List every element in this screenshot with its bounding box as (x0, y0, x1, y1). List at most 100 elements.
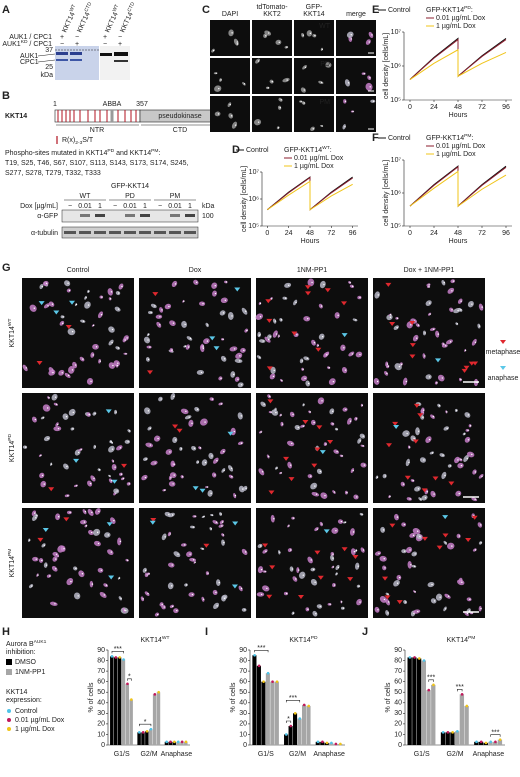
x-tick-label: 48 (454, 104, 462, 111)
cells (140, 511, 248, 617)
nucleus (246, 329, 248, 332)
chart-title: GFP-KKT14PM: (426, 133, 473, 142)
nucleus (194, 515, 196, 518)
nucleus (161, 603, 163, 606)
nucleus (418, 430, 420, 432)
bar (137, 732, 141, 745)
cell (233, 492, 237, 499)
nucleus (363, 72, 365, 75)
nucleus (458, 535, 461, 537)
cell (159, 307, 164, 313)
nucleus (356, 496, 358, 498)
cells (256, 512, 365, 617)
micrograph (252, 58, 292, 94)
nucleus (428, 284, 430, 286)
nucleus (403, 523, 406, 526)
nucleus (263, 403, 265, 405)
significance-label: *** (491, 730, 499, 737)
legend-label: 1NM-PP1 (15, 669, 45, 676)
nucleus (169, 533, 171, 535)
domain-label: NTR (90, 127, 104, 134)
cell (256, 592, 265, 597)
cell (228, 465, 234, 472)
bar-dot (118, 656, 122, 659)
arrowhead (461, 368, 468, 373)
cell (229, 346, 238, 352)
nucleus (423, 459, 425, 461)
x-tick-label: Anaphase (161, 751, 193, 758)
nucleus (456, 323, 458, 325)
cell (108, 445, 115, 453)
nucleus (40, 454, 42, 457)
nucleus (478, 325, 481, 327)
nucleus (329, 603, 331, 606)
cell (99, 592, 107, 598)
text-segment: WT (322, 145, 330, 151)
band (64, 231, 76, 234)
nucleus (321, 48, 323, 51)
significance-bracket (285, 700, 301, 703)
arrowhead (106, 522, 113, 527)
significance-label: *** (456, 684, 464, 691)
legend-arrowhead (500, 340, 506, 344)
nucleus (265, 550, 267, 553)
cell (310, 578, 318, 586)
nucleus (99, 360, 101, 362)
series-line (267, 180, 353, 211)
nucleus (28, 539, 31, 541)
sites-text: T19, S25, T46, S67, S107, S113, S143, S1… (5, 160, 188, 167)
x-tick-label: Anaphase (313, 751, 345, 758)
nucleus (443, 282, 445, 284)
nucleus (48, 575, 51, 577)
arrowhead (111, 479, 118, 484)
cell (386, 314, 393, 321)
nucleus (357, 565, 359, 567)
nucleus (275, 333, 278, 335)
nucleus (70, 580, 72, 583)
nucleus (234, 494, 237, 497)
cell (271, 409, 279, 416)
nucleus (126, 337, 128, 339)
legend-dot (7, 718, 11, 722)
sites-text: S277, S278, T279, T332, T333 (5, 170, 101, 177)
cell (94, 540, 101, 547)
nucleus (91, 583, 94, 585)
y-tick-label: 40 (239, 700, 247, 707)
cell (114, 306, 121, 312)
lane-label: KKT14CTD (74, 1, 96, 34)
nucleus (94, 412, 96, 415)
bar-dot (293, 712, 297, 715)
nucleus (47, 437, 49, 440)
nucleus (402, 483, 405, 485)
group-label: PD (125, 193, 135, 200)
cell (153, 435, 161, 442)
panel-label: F (372, 132, 379, 144)
nucleus (269, 336, 271, 338)
cell (150, 460, 158, 466)
micrograph (22, 278, 134, 388)
nucleus (387, 612, 389, 614)
legend-label: 0.01 µg/mL Dox (15, 717, 65, 724)
nucleus (35, 517, 37, 519)
significance-bracket (285, 720, 292, 723)
cell (350, 548, 356, 556)
y-tick-label: 10⁷ (391, 157, 402, 164)
bar-dot (302, 703, 306, 707)
cell (141, 474, 148, 481)
arrowhead (352, 554, 359, 559)
nucleus (323, 283, 325, 286)
nucleus (259, 302, 262, 305)
chart-title: KKT14PM (447, 635, 476, 644)
bar (426, 690, 431, 745)
legend-swatch (6, 659, 12, 665)
cell (237, 382, 244, 388)
cell (142, 567, 147, 573)
cell (219, 520, 224, 525)
cell (341, 367, 348, 374)
nucleus (412, 534, 415, 537)
bar-dot (126, 682, 129, 686)
column-header: KKT2 (263, 11, 281, 18)
cell (269, 373, 276, 380)
bar-dot (122, 658, 125, 661)
cell (64, 494, 70, 498)
